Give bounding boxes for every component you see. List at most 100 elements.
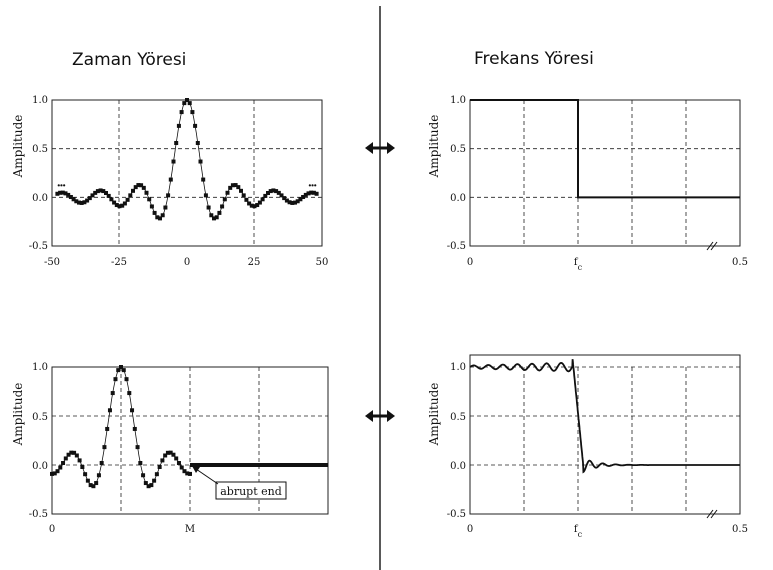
- data-point: [239, 188, 243, 193]
- data-point: [171, 159, 176, 164]
- data-point: [279, 193, 284, 198]
- y-axis-label: Amplitude: [11, 115, 25, 179]
- continuation-dot: [60, 184, 63, 187]
- data-point: [105, 426, 110, 431]
- y-tick-label: 0.5: [450, 412, 466, 423]
- data-point: [276, 190, 281, 195]
- data-point: [301, 195, 306, 200]
- frequency-ripple-response-chart: Amplitude 1.0 0.5 0.0 -0.5 0 fc 0.5: [427, 354, 748, 539]
- x-tick-label-fc: fc: [574, 524, 583, 539]
- data-point: [96, 473, 101, 478]
- data-point: [247, 201, 252, 206]
- sinc-curve: [57, 99, 317, 219]
- data-point: [88, 483, 93, 488]
- continuation-dot: [57, 184, 60, 187]
- data-point: [66, 452, 71, 457]
- data-point: [99, 461, 104, 466]
- abrupt-end-callout: abrupt end: [192, 466, 287, 500]
- data-point: [69, 450, 74, 455]
- data-point: [55, 469, 60, 474]
- data-point: [314, 191, 319, 196]
- data-point: [95, 189, 100, 194]
- data-point: [130, 408, 135, 413]
- data-point: [109, 197, 114, 202]
- y-axis-label: Amplitude: [11, 383, 25, 447]
- y-tick-label: 0.0: [450, 461, 466, 472]
- data-point: [160, 458, 165, 463]
- time-domain-truncated-chart: Amplitude 1.0 0.5 0.0 -0.5 0 M abrupt en…: [11, 362, 329, 535]
- data-point: [119, 365, 123, 369]
- data-point: [116, 368, 121, 373]
- data-point: [241, 193, 246, 198]
- data-point: [82, 200, 87, 205]
- data-point: [101, 189, 106, 194]
- data-point: [168, 450, 173, 455]
- data-point: [206, 205, 211, 210]
- data-point: [179, 110, 184, 115]
- y-tick-label: 1.0: [450, 95, 466, 106]
- data-point: [87, 196, 92, 201]
- data-point: [138, 461, 143, 466]
- double-arrow-icon-top: [365, 142, 395, 154]
- data-point: [114, 203, 119, 208]
- data-point: [309, 190, 314, 195]
- zero-samples: [190, 463, 328, 467]
- data-point: [135, 445, 140, 450]
- time-domain-sinc-chart: Amplitude 1.0 0.5 0.0 -0.5 -50 -25 0 25 …: [11, 95, 328, 268]
- y-tick-label: -0.5: [447, 241, 466, 252]
- data-point: [187, 101, 192, 106]
- data-point: [107, 408, 112, 413]
- x-tick-label: 0: [49, 524, 55, 535]
- data-point: [222, 197, 227, 202]
- data-point: [163, 205, 168, 210]
- data-point: [93, 190, 98, 195]
- axis-break-icon: [706, 241, 718, 251]
- data-point: [193, 123, 198, 128]
- data-point: [306, 191, 311, 196]
- data-point: [102, 445, 107, 450]
- data-point: [182, 469, 187, 474]
- data-point: [77, 200, 81, 205]
- data-point: [155, 215, 160, 220]
- data-point: [311, 190, 316, 195]
- data-point: [133, 185, 138, 190]
- data-point: [185, 471, 190, 476]
- data-point: [168, 177, 173, 182]
- data-point: [77, 458, 82, 463]
- data-point: [268, 189, 273, 194]
- continuation-dot: [314, 184, 317, 187]
- data-point: [80, 464, 85, 469]
- data-point: [176, 461, 181, 466]
- y-tick-label: 1.0: [32, 362, 48, 373]
- y-tick-label: -0.5: [29, 509, 48, 520]
- y-axis-label: Amplitude: [427, 383, 441, 447]
- data-point: [230, 183, 235, 188]
- data-point: [163, 453, 168, 458]
- data-point: [190, 110, 195, 115]
- data-point: [79, 200, 84, 205]
- data-point: [68, 195, 73, 200]
- data-point: [303, 192, 308, 197]
- data-point: [271, 188, 276, 193]
- data-point: [284, 198, 289, 203]
- data-point: [106, 193, 111, 198]
- data-point: [127, 391, 132, 396]
- data-point: [266, 190, 270, 195]
- data-point: [152, 478, 157, 483]
- y-tick-label: 0.0: [450, 193, 466, 204]
- data-point: [249, 203, 254, 208]
- x-tick-label: 0: [467, 524, 473, 535]
- data-point: [146, 484, 151, 489]
- data-point: [85, 198, 90, 203]
- data-point: [203, 193, 208, 198]
- y-tick-label: 0.5: [32, 144, 48, 155]
- data-point: [263, 193, 268, 198]
- x-tick-label-fc: fc: [574, 257, 583, 272]
- data-point: [63, 456, 68, 461]
- x-tick-label: -50: [44, 257, 60, 268]
- continuation-dot: [311, 184, 314, 187]
- data-point: [61, 461, 66, 466]
- data-point: [257, 200, 262, 205]
- continuation-dot: [63, 184, 66, 187]
- data-point: [141, 473, 146, 478]
